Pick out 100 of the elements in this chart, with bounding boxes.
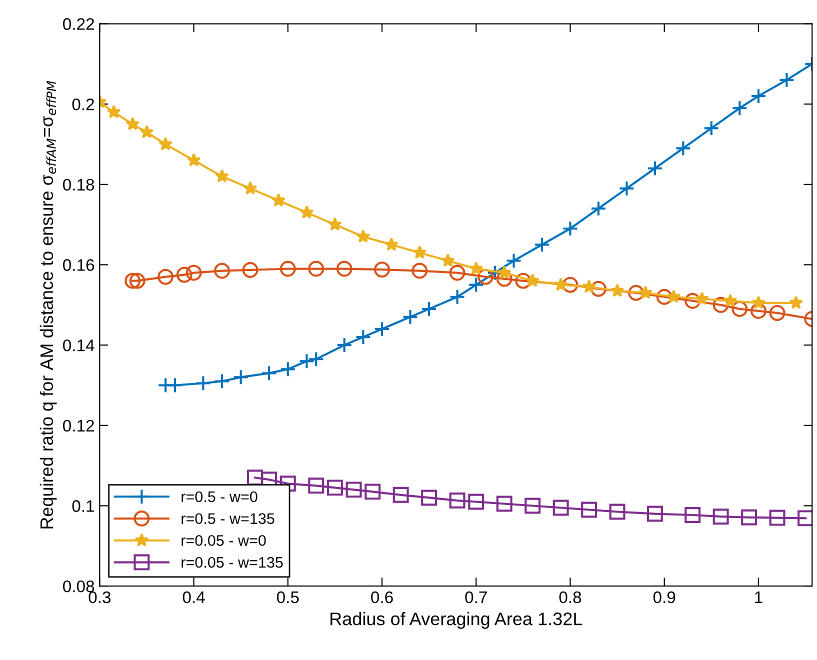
y-tick-label: 0.16: [63, 259, 94, 271]
point: [328, 217, 342, 231]
x-tick-label: 0.9: [653, 591, 676, 604]
point: [478, 268, 494, 285]
y-tick-label: 0.18: [63, 178, 94, 191]
point: [412, 245, 427, 259]
point: [186, 264, 202, 281]
point: [271, 193, 286, 207]
point: [712, 508, 729, 525]
point: [246, 470, 263, 486]
x-axis-title: Radius of Averaging Area 1.32L: [330, 612, 582, 629]
x-tick-label: 0.8: [559, 591, 582, 604]
point: [515, 272, 532, 289]
point: [126, 116, 140, 130]
point: [712, 296, 729, 313]
point: [562, 276, 578, 293]
point: [402, 308, 418, 325]
point: [384, 237, 398, 251]
x-tick-label: 1: [755, 592, 762, 604]
point: [703, 120, 720, 136]
point: [468, 494, 484, 510]
point: [638, 286, 653, 299]
point: [769, 304, 786, 321]
point: [469, 261, 484, 275]
point: [129, 272, 146, 289]
y-tick-label: 0.2: [72, 98, 94, 110]
point: [364, 484, 381, 500]
point: [336, 260, 352, 277]
point: [675, 140, 692, 156]
point: [656, 288, 672, 305]
point: [552, 500, 569, 516]
legend-label: r=0.5 - w=135: [182, 513, 274, 524]
point: [497, 265, 512, 279]
y-axis-title: Required ratio q for AM distance to ensure σ$_{effAM}$=σ$_{effPM}$: [40, 80, 57, 528]
point: [628, 284, 644, 301]
point: [215, 169, 230, 182]
point: [751, 296, 766, 310]
point: [778, 72, 795, 88]
point: [140, 124, 154, 138]
point: [618, 180, 635, 196]
point: [214, 373, 230, 390]
point: [449, 264, 466, 281]
point: [346, 482, 362, 498]
point: [106, 104, 121, 118]
point: [468, 276, 484, 293]
point: [158, 268, 174, 285]
point: [308, 478, 324, 494]
point: [506, 252, 522, 269]
point: [496, 270, 512, 287]
point: [684, 506, 701, 523]
point: [449, 492, 466, 509]
point: [356, 229, 370, 243]
point: [261, 365, 278, 382]
point: [298, 353, 315, 370]
point: [646, 506, 663, 522]
point: [280, 361, 296, 378]
point: [666, 290, 681, 303]
point: [308, 260, 324, 277]
y-tick-label: 0.14: [63, 339, 94, 352]
point: [440, 253, 455, 267]
point: [374, 262, 390, 278]
point: [214, 262, 230, 279]
y-tick-label: 0.1: [72, 500, 94, 512]
point: [554, 278, 568, 291]
y-tick-label: 0.12: [63, 420, 94, 432]
point: [242, 262, 258, 278]
point: [186, 153, 201, 166]
point: [158, 136, 173, 150]
point: [590, 200, 606, 217]
x-tick-label: 0.3: [88, 591, 111, 604]
point: [421, 490, 438, 506]
point: [732, 100, 748, 116]
point: [695, 292, 709, 305]
point: [723, 294, 738, 308]
legend-label: r=0.05 - w=0: [182, 535, 266, 546]
point: [769, 510, 786, 526]
y-tick-label: 0.08: [63, 580, 94, 592]
point: [243, 181, 258, 195]
x-tick-label: 0.6: [371, 591, 393, 604]
point: [789, 296, 804, 310]
point: [581, 502, 598, 518]
legend-label: r=0.05 - w=135: [182, 556, 283, 568]
point: [232, 369, 249, 386]
point: [195, 375, 212, 392]
point: [124, 272, 141, 289]
point: [609, 504, 626, 520]
y-tick-label: 0.22: [63, 18, 94, 30]
point: [646, 160, 663, 176]
point: [534, 236, 550, 253]
point: [590, 280, 606, 297]
point: [741, 509, 758, 526]
point: [750, 302, 766, 319]
point: [374, 321, 390, 338]
point: [496, 496, 512, 512]
point: [582, 280, 596, 293]
point: [300, 205, 314, 219]
point: [176, 266, 192, 283]
point: [392, 486, 409, 503]
point: [280, 260, 296, 277]
point: [562, 220, 578, 237]
